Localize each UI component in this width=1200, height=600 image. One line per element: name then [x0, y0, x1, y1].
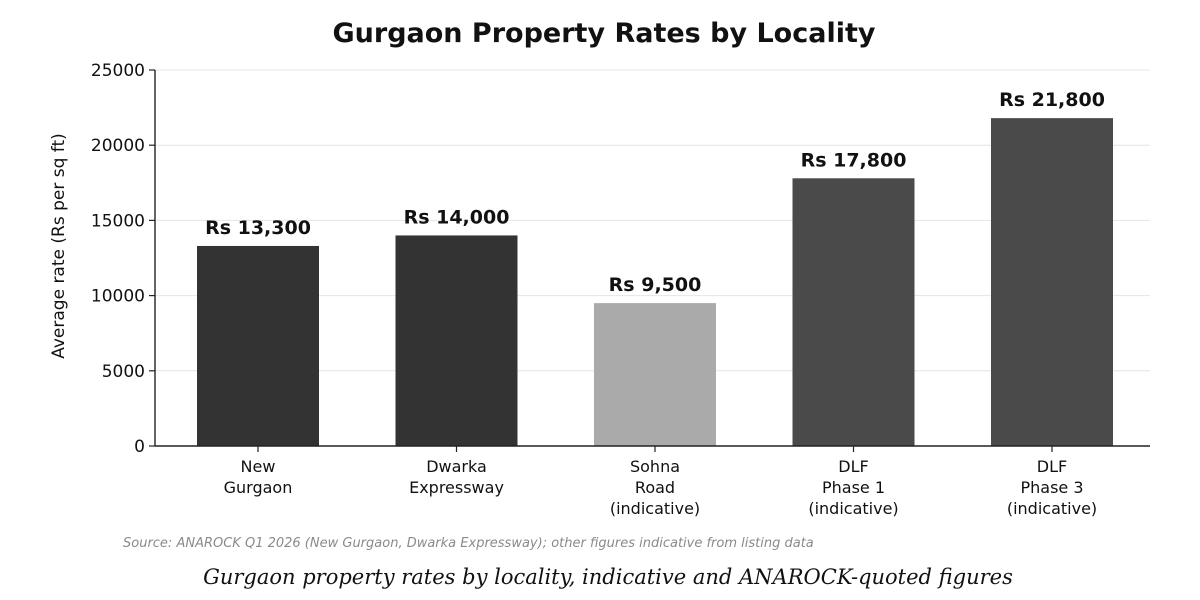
figure-caption: Gurgaon property rates by locality, indi… — [203, 565, 1013, 589]
y-tick-label: 15000 — [91, 211, 145, 231]
x-tick-label: (indicative) — [1007, 499, 1097, 518]
bars — [197, 118, 1113, 447]
bar — [792, 178, 915, 446]
chart-title: Gurgaon Property Rates by Locality — [333, 18, 876, 49]
source-note: Source: ANAROCK Q1 2026 (New Gurgaon, Dw… — [123, 536, 814, 551]
x-tick-label: Expressway — [409, 478, 504, 497]
x-tick-label: (indicative) — [808, 499, 898, 518]
y-tick-label: 10000 — [91, 287, 145, 307]
x-tick-label: DLF — [1037, 457, 1067, 476]
x-axis-ticks: New Gurgaon Dwarka Expressway Sohna Road (indi… — [224, 446, 1097, 518]
x-tick-label: New — [241, 457, 276, 476]
bar — [594, 303, 716, 446]
x-tick-label: Phase 3 — [1020, 478, 1083, 497]
bar-data-labels: Rs 13,300 Rs 14,000 Rs 9,500 Rs 17,800 Rs 21… — [205, 89, 1105, 296]
x-tick-label: Sohna — [630, 457, 680, 476]
bar-data-label: Rs 14,000 — [404, 206, 510, 228]
bar-data-label: Rs 9,500 — [609, 274, 702, 296]
bar-data-label: Rs 13,300 — [205, 217, 311, 239]
y-tick-label: 5000 — [102, 362, 145, 382]
gridlines — [155, 69, 1150, 372]
bar — [991, 118, 1113, 447]
y-tick-label: 25000 — [91, 61, 145, 81]
x-tick-label: DLF — [838, 457, 868, 476]
y-tick-label: 20000 — [91, 136, 145, 156]
x-tick-label: Dwarka — [426, 457, 487, 476]
x-tick-label: Phase 1 — [822, 478, 885, 497]
bar — [395, 235, 518, 446]
y-tick-label: 0 — [134, 437, 145, 457]
bar — [197, 245, 319, 446]
x-tick-label: (indicative) — [610, 499, 700, 518]
bar-data-label: Rs 21,800 — [999, 89, 1105, 111]
x-tick-label: Road — [635, 478, 675, 497]
bar-data-label: Rs 17,800 — [801, 149, 907, 171]
y-axis-ticks: 0 5000 10000 15000 20000 25000 — [91, 61, 155, 457]
y-axis-label: Average rate (Rs per sq ft) — [49, 133, 69, 359]
x-tick-label: Gurgaon — [224, 478, 293, 497]
